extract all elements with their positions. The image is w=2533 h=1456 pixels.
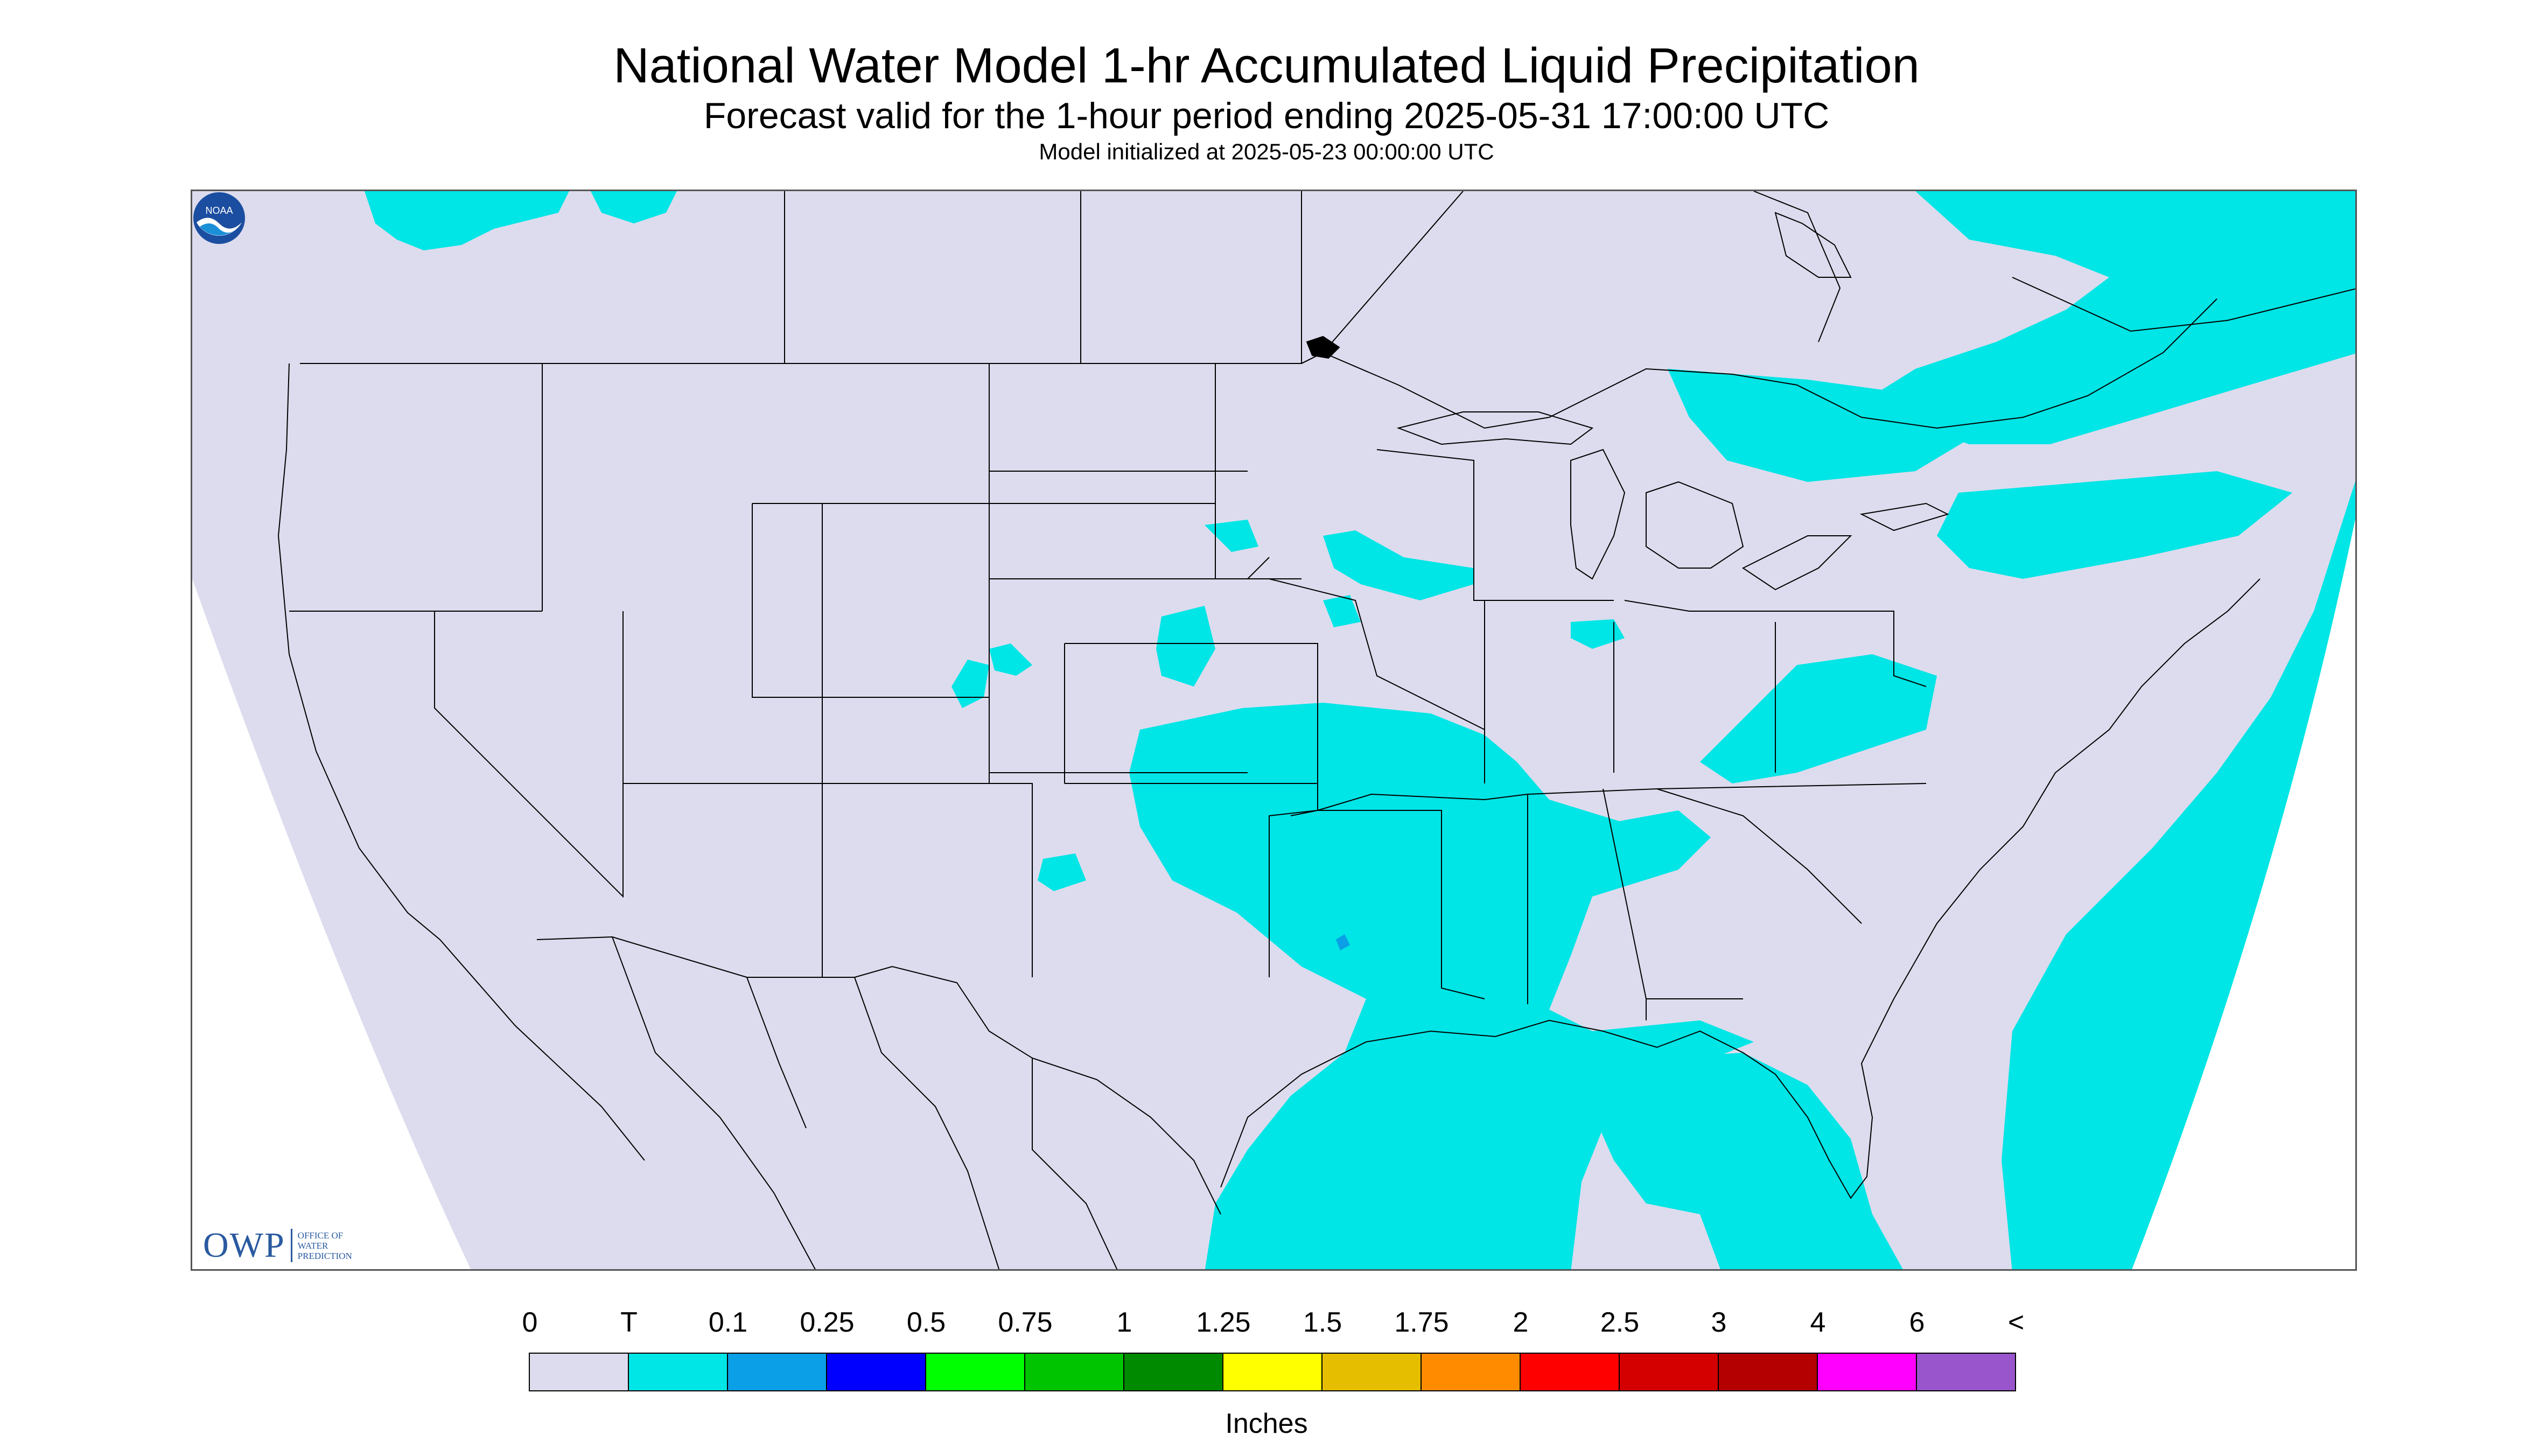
precip-area-alberta bbox=[591, 191, 677, 223]
owp-logo: OWP OFFICE OF WATER PREDICTION bbox=[203, 1225, 352, 1266]
precip-area-ontario-east bbox=[1872, 191, 2355, 444]
legend-color-box bbox=[1421, 1353, 1521, 1391]
legend-tick-label: 1.25 bbox=[1196, 1307, 1251, 1338]
legend-tick-label: 1.75 bbox=[1394, 1307, 1449, 1338]
precip-area-iowa bbox=[1323, 530, 1474, 600]
precip-area-canada-northwest bbox=[365, 191, 569, 250]
great-lakes-michigan bbox=[1570, 449, 1626, 580]
legend-tick-label: 0.5 bbox=[906, 1307, 946, 1338]
precipitation-map: OWP OFFICE OF WATER PREDICTION NOAA bbox=[191, 190, 2357, 1271]
legend-tick-label: 1 bbox=[1116, 1307, 1132, 1338]
legend-tick-label: 4 bbox=[1810, 1307, 1826, 1338]
legend-tick-label: 1.5 bbox=[1303, 1307, 1342, 1338]
legend-tick-label: 6 bbox=[1909, 1307, 1925, 1338]
legend-tick-label: 3 bbox=[1711, 1307, 1727, 1338]
precip-area-ohio-valley bbox=[1700, 654, 1937, 783]
mexico-states bbox=[612, 936, 1118, 1269]
noaa-logo: NOAA bbox=[193, 192, 245, 244]
precip-area-nebraska bbox=[1205, 520, 1258, 552]
great-lakes-michigan-lower bbox=[1646, 481, 1744, 569]
precip-area-atlantic bbox=[2002, 481, 2355, 1269]
legend-color-box bbox=[826, 1353, 926, 1391]
noaa-logo-text: NOAA bbox=[205, 205, 233, 216]
legend-color-box bbox=[1817, 1353, 1917, 1391]
precip-area-colorado bbox=[989, 643, 1032, 676]
legend-tick-label: 0.1 bbox=[708, 1307, 748, 1338]
precip-area-quebec bbox=[1668, 369, 1969, 482]
gulf-coast bbox=[1220, 578, 2261, 1199]
owp-logo-text: OFFICE OF WATER PREDICTION bbox=[298, 1230, 352, 1261]
legend-units: Inches bbox=[1225, 1408, 1308, 1439]
legend-color-box bbox=[1123, 1353, 1223, 1391]
owp-logo-line-2: WATER bbox=[297, 1240, 328, 1251]
precip-area-northeast bbox=[1937, 471, 2292, 579]
legend-tick-label: < bbox=[2007, 1307, 2025, 1338]
map-canvas bbox=[192, 191, 2355, 1269]
legend-color-box bbox=[1520, 1353, 1620, 1391]
legend-tick-label: 0.75 bbox=[998, 1307, 1053, 1338]
legend-color-box bbox=[1916, 1353, 2016, 1391]
legend-tick-label: 0 bbox=[522, 1307, 538, 1338]
legend-tick-label: T bbox=[620, 1307, 638, 1338]
great-lakes-superior bbox=[1396, 411, 1594, 445]
lake-of-the-woods bbox=[1306, 335, 1340, 359]
great-lakes-erie-ontario bbox=[1742, 502, 1949, 591]
legend-color-box bbox=[727, 1353, 827, 1391]
precip-area-texas-west bbox=[1038, 853, 1086, 891]
legend-color-box bbox=[1321, 1353, 1422, 1391]
color-legend bbox=[529, 1353, 2016, 1391]
legend-color-box bbox=[1024, 1353, 1124, 1391]
precip-area-0.1in bbox=[1336, 934, 1350, 950]
james-bay-coast bbox=[1774, 212, 1852, 278]
owp-logo-line-1: OFFICE OF bbox=[297, 1230, 344, 1241]
state-lines-east bbox=[1269, 449, 1927, 1020]
map-title: National Water Model 1-hr Accumulated Li… bbox=[613, 38, 1920, 93]
owp-logo-divider bbox=[290, 1229, 292, 1262]
legend-tick-label: 2 bbox=[1513, 1307, 1529, 1338]
owp-logo-mark: OWP bbox=[203, 1226, 285, 1265]
legend-color-box bbox=[1619, 1353, 1719, 1391]
owp-logo-line-3: PREDICTION bbox=[297, 1250, 352, 1261]
legend-color-box bbox=[1222, 1353, 1323, 1391]
precip-area-colorado-east bbox=[951, 660, 989, 708]
legend-tick-label: 2.5 bbox=[1600, 1307, 1640, 1338]
legend-color-box bbox=[628, 1353, 728, 1391]
state-lines-central bbox=[989, 363, 1927, 999]
precip-area-kansas bbox=[1156, 606, 1215, 687]
precip-area-midwest-small bbox=[1571, 619, 1625, 649]
precip-area-iowa-south bbox=[1323, 595, 1361, 627]
precip-area-gulf-east bbox=[1571, 1053, 1903, 1269]
model-init-text: Model initialized at 2025-05-23 00:00:00… bbox=[1039, 139, 1494, 164]
legend-color-box bbox=[529, 1353, 629, 1391]
pacific-coast bbox=[277, 363, 645, 1161]
us-mexico-border bbox=[536, 936, 1221, 1215]
legend-color-box bbox=[925, 1353, 1025, 1391]
legend-color-box bbox=[1718, 1353, 1818, 1391]
us-canada-border bbox=[300, 298, 2217, 429]
map-subtitle: Forecast valid for the 1-hour period end… bbox=[703, 95, 1830, 136]
boundary-lines bbox=[277, 191, 2355, 1269]
legend-tick-label: 0.25 bbox=[800, 1307, 855, 1338]
